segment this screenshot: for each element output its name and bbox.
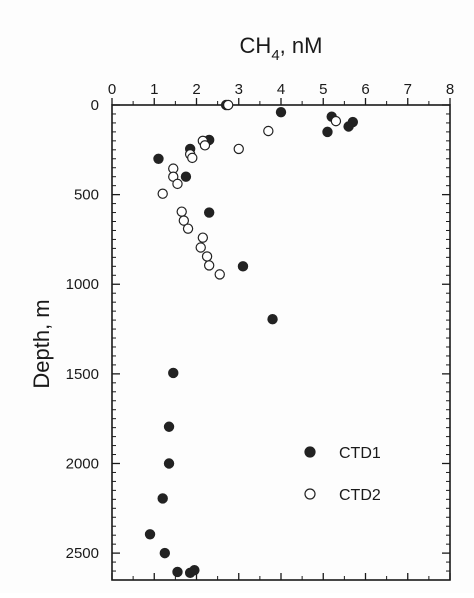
x-tick-label: 8 [446,81,454,98]
legend-marker-ctd1 [304,446,316,458]
data-point-ctd1 [153,153,164,164]
y-tick-label: 2500 [66,545,99,562]
y-tick-label: 1500 [66,366,99,383]
y-axis-title: Depth, m [29,299,54,388]
y-tick-label: 1000 [66,276,99,293]
plot-frame [111,104,451,581]
data-point-ctd2 [197,232,209,243]
data-point-ctd1 [144,529,156,540]
legend-label-ctd2: CTD2 [339,487,381,504]
data-point-ctd2 [172,178,183,190]
x-tick-label: 5 [319,81,327,98]
data-point-ctd2 [263,125,274,137]
x-tick-label: 7 [404,81,412,98]
data-point-ctd2 [176,206,187,217]
data-point-ctd1 [163,421,175,432]
y-tick-label: 2000 [66,455,99,472]
data-point-ctd1 [237,261,249,272]
x-axis-title-main: CH [240,33,272,58]
x-tick-label: 0 [108,81,116,98]
x-axis-title-subscript: 4 [271,47,279,64]
data-point-ctd1 [275,106,287,118]
data-point-ctd2 [195,242,206,253]
legend-marker-ctd2 [304,488,316,500]
data-point-ctd1 [159,547,171,559]
data-point-ctd1 [168,367,179,379]
data-point-ctd1 [322,126,333,138]
data-point-ctd1 [267,313,278,325]
data-point-ctd2 [157,188,168,199]
x-axis-title-suffix: , nM [280,33,323,58]
data-point-ctd1 [172,566,183,578]
x-axis-title: CH4, nM [240,33,323,64]
y-tick-label: 0 [91,97,99,114]
y-tick-label: 500 [74,187,99,204]
data-point-ctd2 [178,215,190,226]
data-point-ctd2 [214,269,225,280]
data-point-ctd2 [203,260,215,271]
data-point-ctd1 [203,207,215,218]
data-point-ctd1 [157,493,168,504]
data-point-ctd2 [330,115,342,127]
data-point-ctd2 [182,223,194,234]
series-ctd2 [157,99,342,280]
legend-label-ctd1: CTD1 [339,445,381,462]
data-point-ctd1 [189,564,200,576]
data-point-ctd2 [233,143,244,155]
data-point-ctd2 [199,140,211,151]
data-point-ctd2 [222,99,234,111]
data-point-ctd1 [343,121,354,132]
x-tick-label: 3 [235,81,243,98]
data-point-ctd1 [180,171,192,182]
x-tick-label: 6 [361,81,369,98]
data-point-ctd1 [163,458,175,469]
x-tick-label: 4 [277,81,285,98]
data-point-ctd2 [187,152,198,164]
data-point-ctd2 [201,251,213,262]
x-tick-label: 2 [192,81,200,98]
x-tick-label: 1 [150,81,158,98]
